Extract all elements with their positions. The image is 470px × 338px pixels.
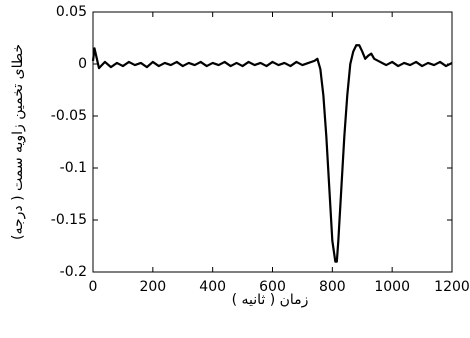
x-tick-label: 1200 bbox=[434, 279, 470, 295]
x-tick-label: 600 bbox=[259, 279, 286, 295]
x-tick-label: 0 bbox=[89, 279, 98, 295]
x-tick-label: 200 bbox=[139, 279, 166, 295]
x-tick-label: 1000 bbox=[374, 279, 410, 295]
y-tick-label: -0.1 bbox=[60, 160, 87, 176]
y-tick-label: -0.15 bbox=[51, 212, 87, 228]
y-tick-label: -0.05 bbox=[51, 108, 87, 124]
y-tick-label: -0.2 bbox=[60, 264, 87, 280]
y-tick-label: 0 bbox=[78, 56, 87, 72]
x-tick-label: 400 bbox=[199, 279, 226, 295]
x-axis-label: زمان ( ثانیه ) bbox=[232, 292, 309, 308]
x-tick-label: 800 bbox=[319, 279, 346, 295]
data-line bbox=[91, 44, 453, 263]
y-tick-label: 0.05 bbox=[56, 4, 87, 20]
plot-frame bbox=[92, 11, 453, 273]
y-axis-label: خطای تخمین زاویه سمت ( درجه) bbox=[10, 44, 26, 240]
